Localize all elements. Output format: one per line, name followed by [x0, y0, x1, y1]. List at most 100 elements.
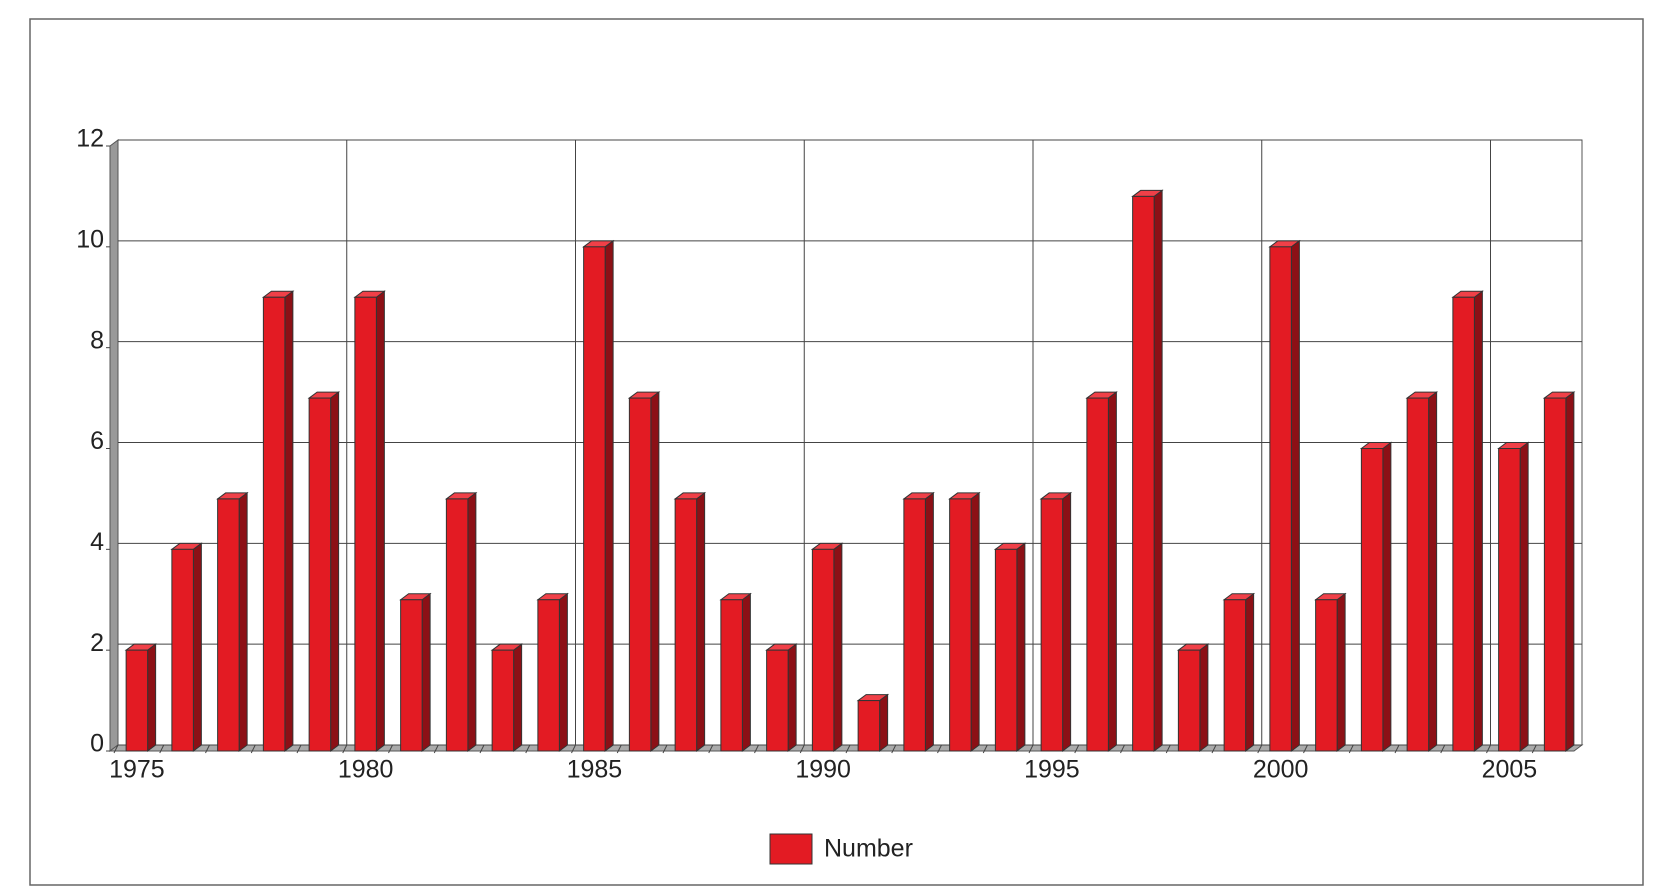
side-wall — [109, 139, 119, 752]
bar — [811, 548, 835, 752]
bar-side — [1290, 239, 1300, 752]
x-tick-label: 2000 — [1253, 756, 1309, 784]
bar-side — [696, 491, 706, 752]
bar-side — [1245, 592, 1255, 752]
legend-swatch — [769, 833, 813, 865]
bar — [994, 548, 1018, 752]
x-tick — [1531, 744, 1537, 754]
bar — [857, 700, 881, 752]
x-tick-label: 1980 — [338, 756, 394, 784]
x-tick — [1211, 744, 1217, 754]
bar — [1132, 195, 1155, 752]
x-tick-label: 1995 — [1024, 756, 1080, 784]
bar-side — [558, 592, 568, 752]
x-tick — [891, 744, 897, 754]
bar — [949, 498, 972, 752]
bar-side — [238, 491, 248, 752]
x-tick — [479, 744, 485, 754]
bar-side — [375, 290, 385, 752]
bar — [537, 599, 560, 752]
bar — [308, 397, 332, 752]
bar-side — [741, 592, 751, 752]
x-tick — [754, 744, 759, 754]
x-tick — [708, 744, 714, 754]
x-tick-label: 2005 — [1482, 756, 1538, 784]
x-tick — [616, 744, 622, 754]
x-tick — [1486, 744, 1491, 754]
bar-side — [1473, 290, 1483, 752]
bar — [1040, 498, 1064, 752]
x-tick — [1394, 744, 1400, 754]
bar — [720, 599, 743, 752]
bar — [1498, 448, 1521, 752]
x-tick — [662, 744, 668, 754]
bar-side — [604, 239, 614, 752]
x-tick — [571, 744, 576, 754]
bar-side — [1382, 441, 1392, 752]
bar — [628, 397, 652, 752]
bar-side — [1107, 391, 1117, 752]
x-tick — [1120, 744, 1125, 754]
bar — [217, 498, 240, 752]
bar-side — [467, 491, 477, 752]
x-tick — [113, 744, 119, 754]
x-tick-label: 1990 — [795, 756, 851, 784]
bar-side — [1062, 491, 1072, 752]
x-tick — [1257, 744, 1263, 754]
bar — [583, 246, 606, 752]
bar — [903, 498, 926, 752]
bar — [1360, 448, 1384, 752]
bar-side — [924, 491, 934, 752]
bar-side — [513, 643, 523, 752]
x-tick — [1303, 744, 1308, 754]
x-tick-label: 1985 — [567, 756, 623, 784]
x-tick — [296, 744, 302, 754]
bar-side — [147, 643, 157, 752]
bar-side — [1153, 189, 1163, 752]
bar — [1223, 599, 1247, 752]
bar-side — [970, 491, 980, 752]
bar-side — [1428, 391, 1438, 752]
x-tick — [982, 744, 988, 754]
bar — [445, 498, 469, 752]
bar — [1543, 397, 1567, 752]
bar-side — [284, 290, 294, 752]
bar-side — [1016, 542, 1026, 752]
x-tick — [205, 744, 210, 754]
y-tick-label: 6 — [90, 427, 104, 455]
bar-side — [1336, 592, 1346, 752]
bar-side — [650, 391, 660, 752]
x-tick — [1348, 744, 1354, 754]
y-tick-label: 2 — [90, 629, 104, 657]
bar — [491, 649, 515, 752]
x-tick — [1074, 744, 1080, 754]
x-tick-label: 1975 — [109, 756, 165, 784]
y-tick-label: 10 — [76, 225, 104, 253]
x-tick — [1440, 744, 1446, 754]
bar — [1406, 397, 1430, 752]
bar — [171, 548, 194, 752]
bar-side — [1199, 643, 1209, 752]
bar — [354, 296, 377, 752]
x-tick — [159, 744, 165, 754]
y-tick-label: 8 — [90, 326, 104, 354]
y-tick-label: 0 — [90, 730, 104, 758]
bar — [1086, 397, 1109, 752]
bar — [1269, 246, 1292, 752]
y-tick-label: 12 — [76, 125, 104, 153]
x-tick — [250, 744, 256, 754]
x-tick — [799, 744, 805, 754]
bar-side — [421, 592, 431, 752]
bar — [262, 296, 286, 752]
bar — [1452, 296, 1475, 752]
x-tick — [1028, 744, 1034, 754]
bar-side — [330, 391, 340, 752]
x-tick — [937, 744, 942, 754]
bar-side — [192, 542, 202, 752]
x-tick — [342, 744, 348, 754]
x-tick — [525, 744, 531, 754]
bar — [1315, 599, 1338, 752]
bar — [674, 498, 698, 752]
bar — [766, 649, 789, 752]
